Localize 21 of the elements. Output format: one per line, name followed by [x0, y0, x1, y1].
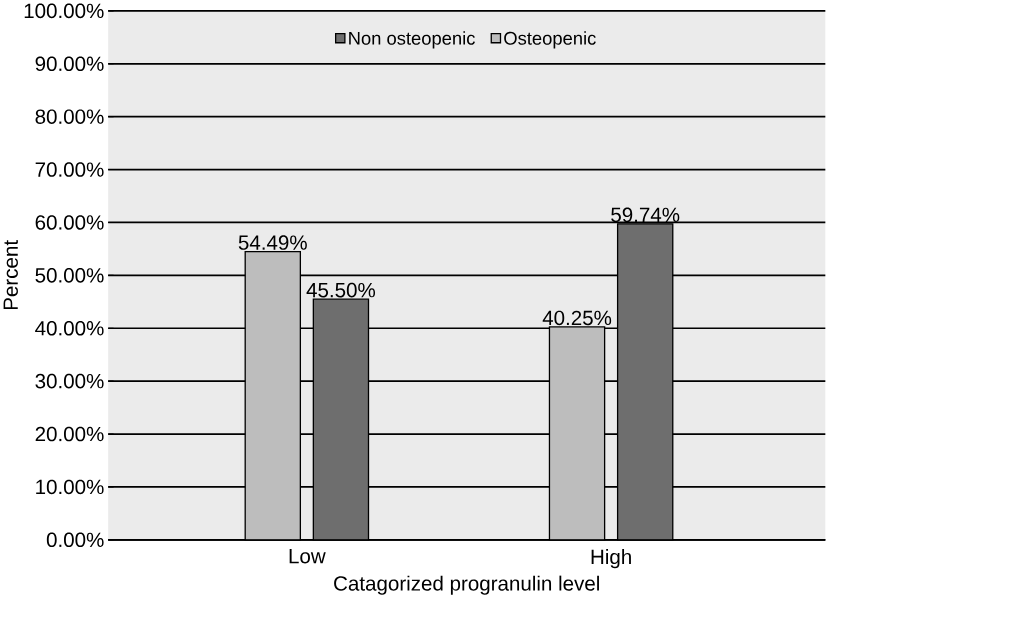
- y-tick-label: 60.00%: [35, 215, 104, 230]
- y-tick-label: 50.00%: [35, 268, 104, 283]
- data-label: 40.25%: [542, 310, 612, 326]
- y-tick-label: 40.00%: [35, 321, 104, 336]
- y-tick-label: 30.00%: [35, 374, 104, 389]
- y-tick-label: 90.00%: [35, 56, 104, 72]
- y-tick-label: 70.00%: [35, 162, 104, 177]
- x-tick-label: High: [591, 549, 631, 569]
- y-tick-label: 80.00%: [35, 109, 104, 125]
- x-tick-label: Low: [289, 549, 326, 564]
- data-label: 59.74%: [611, 207, 680, 223]
- data-label: 45.50%: [306, 283, 376, 298]
- y-tick-label: 100.00%: [24, 3, 104, 19]
- legend-label: Non osteopenic: [349, 31, 475, 49]
- legend-label: Osteopenic: [504, 31, 596, 49]
- y-tick-label: 10.00%: [36, 479, 104, 495]
- x-axis-title: Catagorized progranulin level: [334, 575, 599, 595]
- y-axis-title: Percent: [3, 240, 18, 310]
- data-label: 54.49%: [238, 235, 307, 251]
- y-tick-label: 20.00%: [35, 426, 104, 442]
- y-tick-label: 0.00%: [46, 532, 104, 548]
